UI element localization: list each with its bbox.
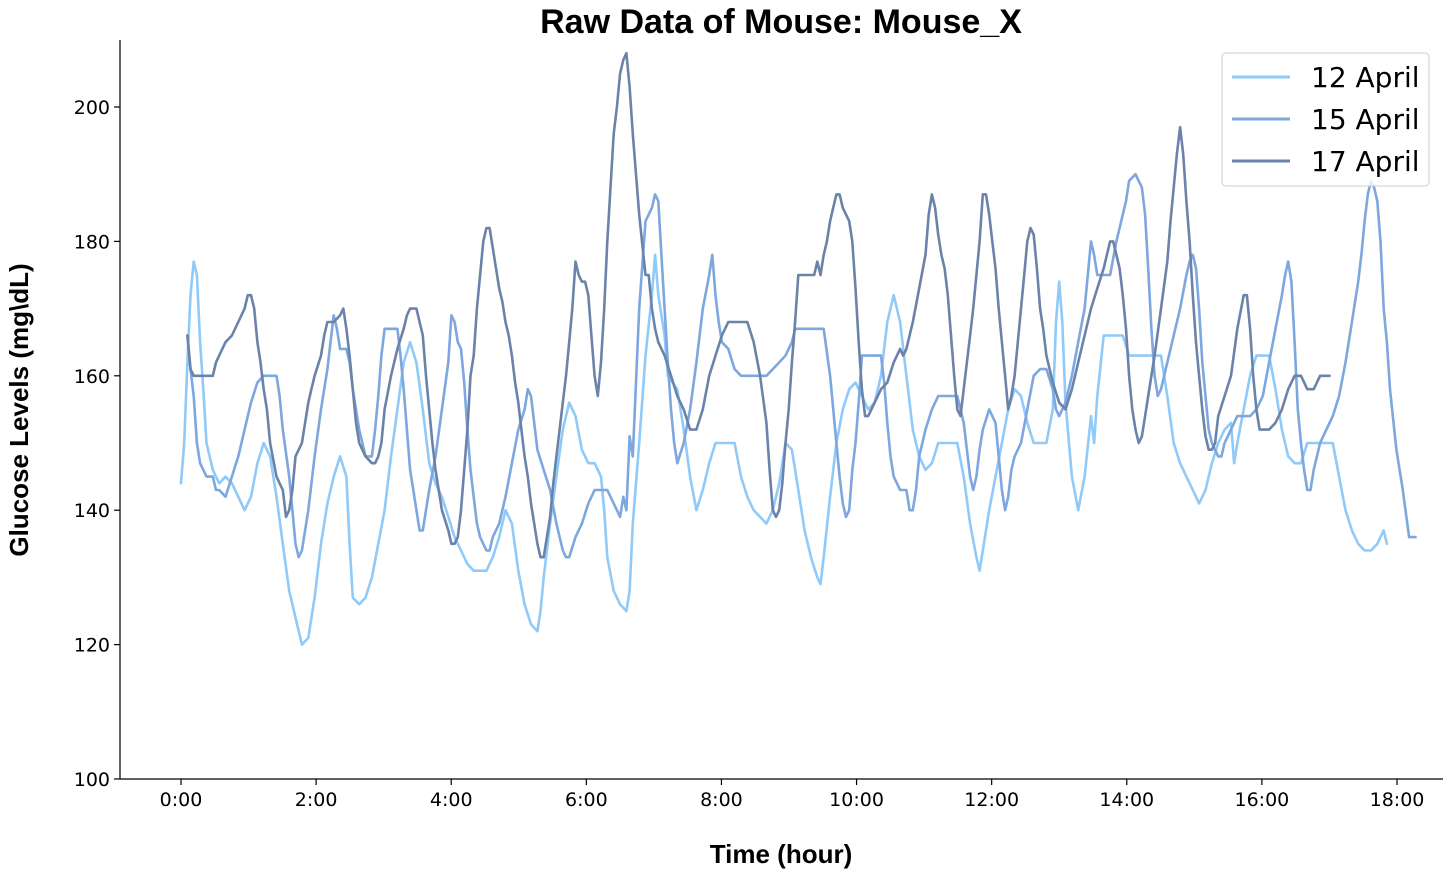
y-tick-label: 200	[74, 97, 110, 119]
legend-box	[1221, 52, 1430, 187]
legend-label: 15 April	[1311, 103, 1420, 136]
legend-label: 17 April	[1311, 145, 1420, 178]
x-axis-ticks: 0:00 2:00 4:00 6:00 8:00 10:00 12:00 14:00 16:00…	[160, 779, 1425, 811]
y-tick-label: 100	[74, 769, 110, 791]
y-tick-label: 140	[74, 500, 110, 522]
legend-label: 12 April	[1311, 61, 1420, 94]
x-axis-label: Time (hour)	[710, 839, 853, 869]
x-tick-label: 8:00	[700, 789, 743, 811]
chart-title: Raw Data of Mouse: Mouse_X	[540, 3, 1022, 41]
legend: 12 April 15 April 17 April	[1221, 52, 1430, 187]
series-line-12-april	[179, 253, 1389, 646]
y-axis-ticks: 100 120 140 160 180 200	[74, 97, 120, 791]
x-tick-label: 10:00	[829, 789, 884, 811]
y-axis-label: Glucose Levels (mg\dL)	[4, 263, 34, 556]
x-tick-label: 18:00	[1370, 789, 1425, 811]
y-tick-label: 180	[74, 231, 110, 253]
x-tick-label: 6:00	[565, 789, 608, 811]
series-line-17-april	[186, 51, 1331, 559]
x-tick-label: 14:00	[1099, 789, 1154, 811]
y-tick-label: 160	[74, 366, 110, 388]
x-tick-label: 4:00	[430, 789, 473, 811]
x-tick-label: 16:00	[1235, 789, 1290, 811]
x-tick-label: 12:00	[964, 789, 1019, 811]
plot-series-group	[179, 51, 1417, 646]
y-tick-label: 120	[74, 635, 110, 657]
x-tick-label: 2:00	[295, 789, 338, 811]
x-tick-label: 0:00	[160, 789, 203, 811]
